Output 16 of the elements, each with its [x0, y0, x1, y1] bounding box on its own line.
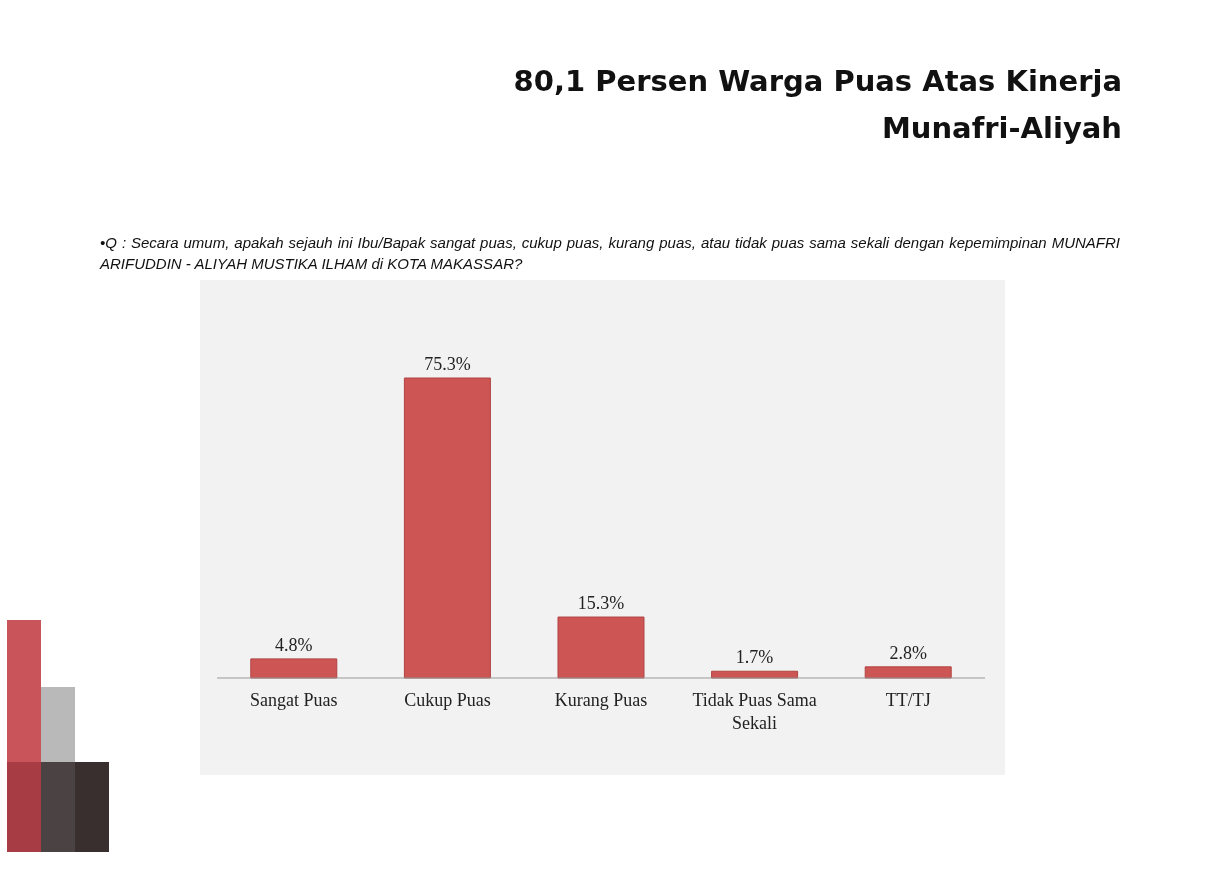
- data-label: 1.7%: [735, 647, 774, 668]
- chart-subtitle: •Q : Secara umum, apakah sejauh ini Ibu/Bapak sangat puas, cukup puas, kurang puas, atau tidak puas sama sekali dengan kepemimpinan MUNAFRI ARIFUDDIN - ALIYAH MUSTIKA ILHAM di KOTA MAKASSAR?: [100, 233, 1120, 274]
- data-label: 2.8%: [889, 642, 927, 663]
- data-label: 75.3%: [424, 354, 471, 374]
- x-tick-label: Cukup Puas: [404, 690, 491, 710]
- bar: [250, 658, 338, 679]
- x-tick-label: Sangat Puas: [250, 690, 338, 710]
- chart-title: 80,1 Persen Warga Puas Atas Kinerja Munafri-Aliyah: [512, 63, 1122, 147]
- bar: [403, 377, 491, 679]
- x-tick-label: Tidak Puas Sama Sekali: [692, 690, 817, 733]
- bar: [864, 666, 952, 679]
- x-tick-label: Kurang Puas: [554, 690, 648, 710]
- bar: [557, 616, 645, 679]
- x-tick-label: TT/TJ: [885, 690, 931, 710]
- data-label: 4.8%: [275, 634, 313, 655]
- data-label: 15.3%: [577, 593, 625, 614]
